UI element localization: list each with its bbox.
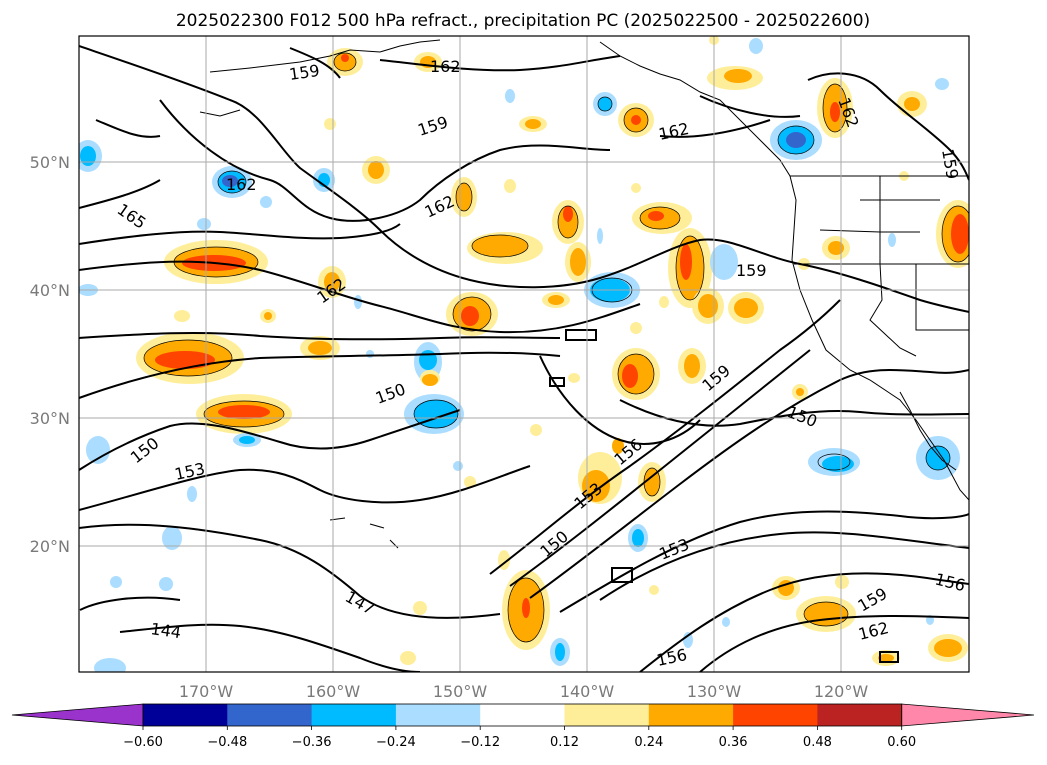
- lon-tick-label: 130°W: [687, 682, 742, 701]
- lon-tick-label: 170°W: [179, 682, 234, 701]
- colorbar-label: −0.48: [207, 735, 247, 750]
- contour-label: 162: [226, 175, 257, 194]
- lon-tick-label: 150°W: [433, 682, 488, 701]
- lat-tick-labels: 50°N 40°N 30°N 20°N: [30, 153, 70, 556]
- colorbar-swatch: [564, 704, 650, 726]
- colorbar-label: 0.60: [887, 735, 916, 750]
- gridlines: [79, 36, 969, 672]
- map-frame: [78, 35, 970, 673]
- colorbar-label: −0.36: [292, 735, 332, 750]
- contour-label: 159: [736, 261, 767, 280]
- colorbar-extend-high: [901, 703, 1035, 727]
- lon-tick-label: 120°W: [814, 682, 869, 701]
- lon-tick-label: 140°W: [560, 682, 615, 701]
- lat-tick-label: 50°N: [30, 153, 70, 172]
- lat-tick-label: 40°N: [30, 281, 70, 300]
- colorbar-extend-low: [11, 703, 144, 727]
- colorbar-label: 0.36: [719, 735, 748, 750]
- lat-tick-label: 30°N: [30, 409, 70, 428]
- coastlines: [199, 39, 969, 549]
- colorbar-swatch: [395, 704, 481, 726]
- colorbar-swatch: [480, 704, 565, 726]
- contour-label: 159: [288, 61, 321, 84]
- colorbar-label: 0.24: [634, 735, 663, 750]
- colorbar-swatch: [733, 704, 818, 726]
- contour-small: [549, 329, 899, 663]
- colorbar-swatch: [311, 704, 397, 726]
- colorbar: −0.60 −0.48 −0.36 −0.24 −0.12 0.12 0.24 0.36 0.4…: [11, 703, 1035, 750]
- colorbar-swatch: [648, 704, 734, 726]
- contour-lines: [79, 45, 969, 672]
- map-title: 2025022300 F012 500 hPa refract., precip…: [176, 11, 870, 31]
- colorbar-label: 0.12: [550, 735, 579, 750]
- contour-label: 162: [430, 57, 461, 76]
- contour-labels: 159 162 159 162 165 162 162 162 159 159 …: [114, 57, 968, 670]
- lat-tick-label: 20°N: [30, 537, 70, 556]
- colorbar-swatch: [817, 704, 903, 726]
- colorbar-label: −0.60: [123, 735, 163, 750]
- lon-tick-label: 160°W: [306, 682, 361, 701]
- colorbar-swatch: [143, 704, 228, 726]
- colorbar-swatch: [227, 704, 313, 726]
- colorbar-label: −0.24: [376, 735, 416, 750]
- precip-blobs: [79, 36, 969, 672]
- colorbar-label: 0.48: [803, 735, 832, 750]
- colorbar-frame: [142, 703, 903, 727]
- colorbar-label: −0.12: [460, 735, 500, 750]
- lon-tick-labels: 170°W 160°W 150°W 140°W 130°W 120°W: [179, 682, 869, 701]
- contour-label: 144: [149, 619, 182, 642]
